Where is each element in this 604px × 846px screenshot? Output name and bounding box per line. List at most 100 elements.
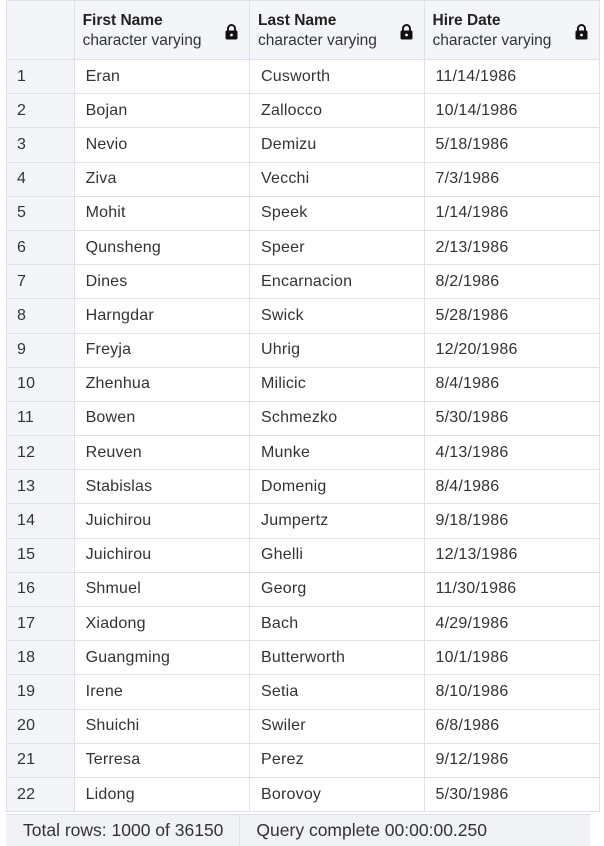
cell-last-name[interactable]: Milicic <box>249 366 425 402</box>
table-row[interactable]: 15 Juichirou Ghelli 12/13/1986 <box>6 537 600 573</box>
row-number[interactable]: 10 <box>6 366 75 402</box>
cell-last-name[interactable]: Jumpertz <box>249 503 425 539</box>
cell-last-name[interactable]: Speek <box>249 195 425 231</box>
cell-hire-date[interactable]: 4/13/1986 <box>423 435 600 471</box>
cell-hire-date[interactable]: 12/13/1986 <box>423 537 600 573</box>
cell-first-name[interactable]: Bojan <box>73 93 251 129</box>
cell-hire-date[interactable]: 8/10/1986 <box>423 674 600 710</box>
row-number[interactable]: 2 <box>6 93 75 129</box>
cell-hire-date[interactable]: 5/30/1986 <box>423 776 600 812</box>
table-row[interactable]: 18 Guangming Butterworth 10/1/1986 <box>6 640 600 676</box>
table-row[interactable]: 22 Lidong Borovoy 5/30/1986 <box>6 776 600 812</box>
cell-hire-date[interactable]: 4/29/1986 <box>423 605 600 642</box>
cell-hire-date[interactable]: 10/1/1986 <box>423 640 600 676</box>
cell-hire-date[interactable]: 7/3/1986 <box>423 161 600 197</box>
cell-first-name[interactable]: Shmuel <box>73 571 251 608</box>
table-row[interactable]: 10 Zhenhua Milicic 8/4/1986 <box>6 366 600 402</box>
cell-first-name[interactable]: Stabislas <box>73 469 251 505</box>
cell-hire-date[interactable]: 10/14/1986 <box>423 93 600 129</box>
cell-first-name[interactable]: Terresa <box>73 742 251 778</box>
table-row[interactable]: 21 Terresa Perez 9/12/1986 <box>6 742 600 778</box>
row-number[interactable]: 22 <box>6 776 75 812</box>
cell-hire-date[interactable]: 8/4/1986 <box>423 469 600 505</box>
row-number[interactable]: 11 <box>6 400 75 437</box>
cell-last-name[interactable]: Perez <box>249 742 425 778</box>
cell-hire-date[interactable]: 12/20/1986 <box>423 332 600 368</box>
row-number[interactable]: 19 <box>6 674 75 710</box>
cell-last-name[interactable]: Schmezko <box>249 400 425 437</box>
table-row[interactable]: 5 Mohit Speek 1/14/1986 <box>6 195 600 231</box>
column-header-hire-date[interactable]: Hire Date character varying <box>423 0 600 60</box>
cell-last-name[interactable]: Encarnacion <box>249 264 425 300</box>
cell-last-name[interactable]: Demizu <box>249 127 425 163</box>
cell-last-name[interactable]: Munke <box>249 435 425 471</box>
cell-hire-date[interactable]: 11/14/1986 <box>423 58 600 95</box>
row-number[interactable]: 20 <box>6 708 75 744</box>
cell-last-name[interactable]: Vecchi <box>249 161 425 197</box>
table-row[interactable]: 6 Qunsheng Speer 2/13/1986 <box>6 229 600 266</box>
row-number[interactable]: 12 <box>6 435 75 471</box>
table-row[interactable]: 1 Eran Cusworth 11/14/1986 <box>6 58 600 95</box>
cell-last-name[interactable]: Cusworth <box>249 58 425 95</box>
select-all-corner[interactable] <box>6 0 75 60</box>
cell-first-name[interactable]: Bowen <box>73 400 251 437</box>
cell-first-name[interactable]: Juichirou <box>73 537 251 573</box>
table-row[interactable]: 19 Irene Setia 8/10/1986 <box>6 674 600 710</box>
cell-first-name[interactable]: Freyja <box>73 332 251 368</box>
row-number[interactable]: 3 <box>6 127 75 163</box>
row-number[interactable]: 16 <box>6 571 75 608</box>
row-number[interactable]: 13 <box>6 469 75 505</box>
row-number[interactable]: 9 <box>6 332 75 368</box>
cell-first-name[interactable]: Xiadong <box>73 605 251 642</box>
cell-hire-date[interactable]: 2/13/1986 <box>423 229 600 266</box>
cell-hire-date[interactable]: 5/18/1986 <box>423 127 600 163</box>
cell-last-name[interactable]: Uhrig <box>249 332 425 368</box>
table-row[interactable]: 20 Shuichi Swiler 6/8/1986 <box>6 708 600 744</box>
cell-hire-date[interactable]: 9/12/1986 <box>423 742 600 778</box>
table-row[interactable]: 16 Shmuel Georg 11/30/1986 <box>6 571 600 608</box>
table-row[interactable]: 17 Xiadong Bach 4/29/1986 <box>6 605 600 642</box>
row-number[interactable]: 18 <box>6 640 75 676</box>
cell-first-name[interactable]: Guangming <box>73 640 251 676</box>
cell-first-name[interactable]: Juichirou <box>73 503 251 539</box>
cell-hire-date[interactable]: 1/14/1986 <box>423 195 600 231</box>
cell-last-name[interactable]: Ghelli <box>249 537 425 573</box>
cell-hire-date[interactable]: 5/30/1986 <box>423 400 600 437</box>
table-row[interactable]: 12 Reuven Munke 4/13/1986 <box>6 435 600 471</box>
cell-first-name[interactable]: Shuichi <box>73 708 251 744</box>
cell-hire-date[interactable]: 5/28/1986 <box>423 298 600 334</box>
table-row[interactable]: 13 Stabislas Domenig 8/4/1986 <box>6 469 600 505</box>
cell-last-name[interactable]: Bach <box>249 605 425 642</box>
row-number[interactable]: 4 <box>6 161 75 197</box>
cell-hire-date[interactable]: 9/18/1986 <box>423 503 600 539</box>
table-row[interactable]: 4 Ziva Vecchi 7/3/1986 <box>6 161 600 197</box>
cell-last-name[interactable]: Georg <box>249 571 425 608</box>
cell-hire-date[interactable]: 8/4/1986 <box>423 366 600 402</box>
cell-first-name[interactable]: Harngdar <box>73 298 251 334</box>
table-row[interactable]: 8 Harngdar Swick 5/28/1986 <box>6 298 600 334</box>
cell-first-name[interactable]: Lidong <box>73 776 251 812</box>
row-number[interactable]: 17 <box>6 605 75 642</box>
cell-first-name[interactable]: Qunsheng <box>73 229 251 266</box>
table-row[interactable]: 7 Dines Encarnacion 8/2/1986 <box>6 264 600 300</box>
cell-first-name[interactable]: Mohit <box>73 195 251 231</box>
cell-first-name[interactable]: Irene <box>73 674 251 710</box>
cell-last-name[interactable]: Zallocco <box>249 93 425 129</box>
cell-first-name[interactable]: Dines <box>73 264 251 300</box>
cell-first-name[interactable]: Nevio <box>73 127 251 163</box>
cell-first-name[interactable]: Eran <box>73 58 251 95</box>
table-row[interactable]: 9 Freyja Uhrig 12/20/1986 <box>6 332 600 368</box>
row-number[interactable]: 21 <box>6 742 75 778</box>
row-number[interactable]: 15 <box>6 537 75 573</box>
cell-hire-date[interactable]: 11/30/1986 <box>423 571 600 608</box>
row-number[interactable]: 7 <box>6 264 75 300</box>
cell-last-name[interactable]: Setia <box>249 674 425 710</box>
table-row[interactable]: 3 Nevio Demizu 5/18/1986 <box>6 127 600 163</box>
cell-last-name[interactable]: Domenig <box>249 469 425 505</box>
row-number[interactable]: 14 <box>6 503 75 539</box>
table-row[interactable]: 14 Juichirou Jumpertz 9/18/1986 <box>6 503 600 539</box>
row-number[interactable]: 5 <box>6 195 75 231</box>
cell-first-name[interactable]: Reuven <box>73 435 251 471</box>
cell-last-name[interactable]: Speer <box>249 229 425 266</box>
cell-hire-date[interactable]: 6/8/1986 <box>423 708 600 744</box>
